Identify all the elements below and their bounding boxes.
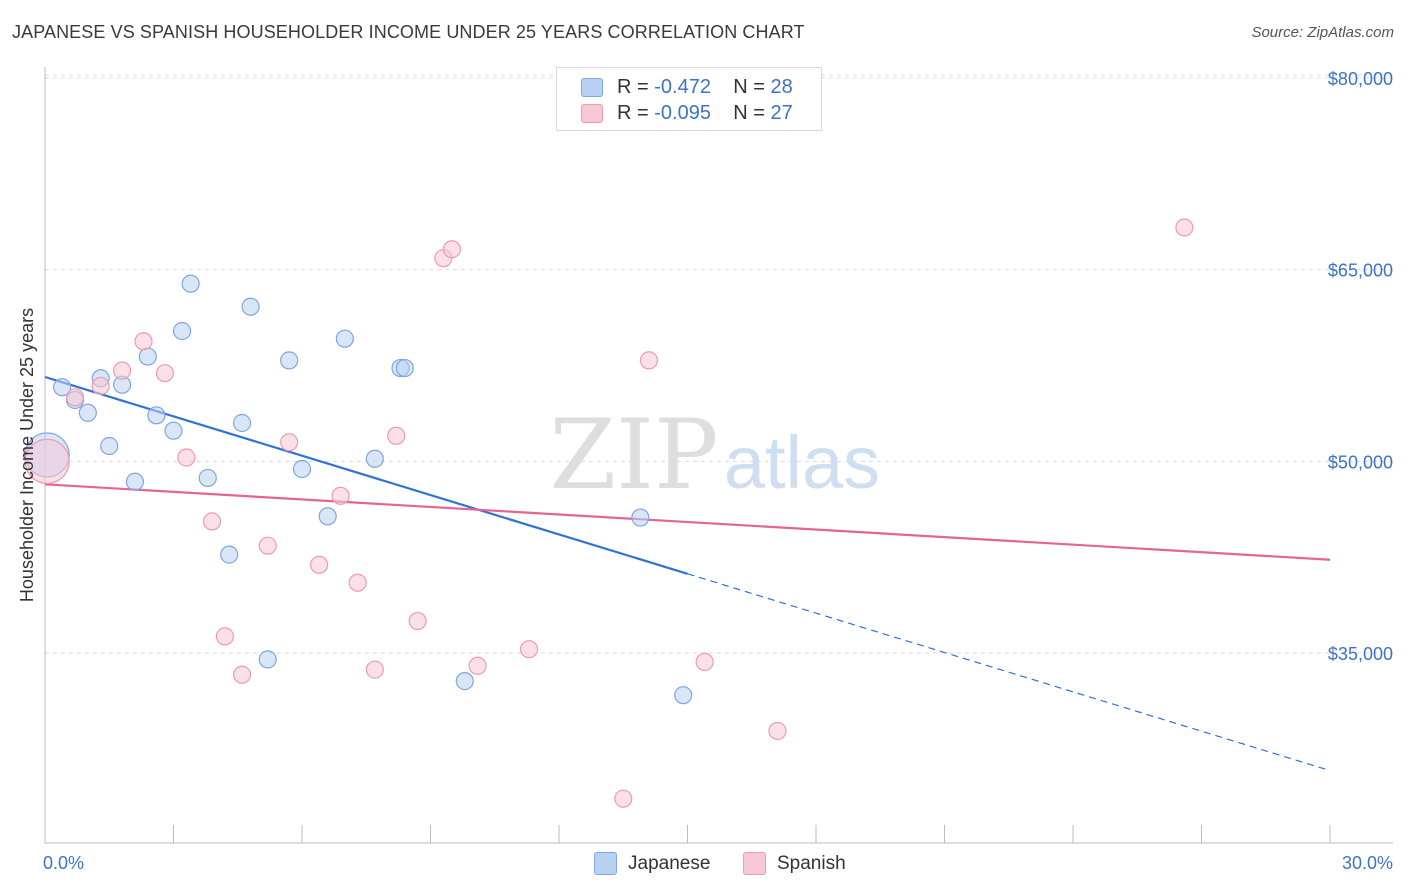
- spanish-point: [348, 573, 367, 592]
- japanese-legend-swatch: [594, 852, 617, 875]
- chart-title: JAPANESE VS SPANISH HOUSEHOLDER INCOME U…: [12, 22, 805, 42]
- japanese-point: [164, 421, 183, 440]
- x-tick-label: 30.0%: [1342, 853, 1393, 873]
- spanish-point: [408, 611, 427, 631]
- watermark-zip: ZIP: [549, 399, 718, 511]
- spanish-legend-swatch: [743, 852, 766, 875]
- japanese-point: [172, 321, 192, 341]
- spanish-point: [65, 388, 85, 407]
- spanish-point: [112, 361, 132, 380]
- spanish-point: [134, 332, 153, 351]
- spanish-point: [614, 789, 633, 808]
- japanese-trend-extension: [687, 573, 1331, 772]
- japanese-point: [365, 449, 384, 468]
- n-label: N =: [733, 101, 765, 124]
- tick-labels: $35,000 $50,000 $65,000 $80,000 0.0% 30.0%: [43, 69, 1393, 873]
- japanese-point: [220, 545, 239, 564]
- japanese-point: [280, 351, 299, 370]
- spanish-point: [202, 512, 222, 531]
- spanish-point: [442, 240, 462, 259]
- y-tick-label: $80,000: [1328, 69, 1393, 89]
- japanese-point: [395, 358, 414, 378]
- series-legend: Japanese Spanish: [0, 852, 1406, 878]
- japanese-point: [674, 686, 693, 705]
- japanese-point: [198, 468, 217, 488]
- source-label: Source: ZipAtlas.com: [1251, 24, 1394, 41]
- japanese-point: [78, 403, 97, 422]
- japanese-point: [138, 347, 157, 366]
- spanish-point: [155, 364, 175, 383]
- r-label: R =: [617, 101, 649, 124]
- japanese-swatch: [581, 77, 603, 97]
- japanese-point: [232, 413, 252, 433]
- spanish-point: [24, 438, 70, 484]
- spanish-point: [468, 656, 487, 675]
- stats-row-spanish: R = -0.095 N = 27: [581, 101, 793, 125]
- n-value: 28: [770, 75, 793, 98]
- spanish-point: [331, 486, 350, 505]
- legend-label-japanese: Japanese: [628, 852, 711, 874]
- japanese-point: [241, 297, 260, 316]
- japanese-point: [147, 406, 166, 425]
- spanish-swatch: [581, 103, 603, 123]
- stats-legend: R = -0.472 N = 28 R = -0.095 N = 27: [556, 67, 822, 131]
- y-tick-label: $65,000: [1328, 261, 1393, 281]
- spanish-point: [695, 652, 714, 672]
- watermark: ZIP atlas: [549, 399, 880, 511]
- r-value: -0.095: [654, 101, 711, 124]
- y-tick-label: $50,000: [1328, 452, 1393, 472]
- y-tick-label: $35,000: [1328, 644, 1393, 664]
- spanish-point: [232, 665, 252, 684]
- x-tick-label: 0.0%: [43, 853, 84, 873]
- spanish-point: [1175, 218, 1194, 237]
- japanese-point: [181, 274, 200, 293]
- japanese-point: [53, 378, 72, 397]
- data-points: [24, 218, 1194, 808]
- legend-item-japanese: Japanese: [594, 852, 710, 875]
- legend-label-spanish: Spanish: [777, 852, 846, 874]
- spanish-point: [91, 376, 110, 396]
- watermark-atlas: atlas: [724, 421, 880, 504]
- axes: [44, 67, 1393, 844]
- y-axis-title: Householder Income Under 25 years: [17, 308, 37, 602]
- japanese-point: [631, 508, 650, 527]
- grid-lines: [45, 74, 1393, 654]
- spanish-point: [310, 555, 329, 574]
- spanish-point: [387, 426, 406, 445]
- japanese-point: [292, 459, 312, 479]
- spanish-point: [258, 536, 277, 555]
- legend-item-spanish: Spanish: [743, 852, 846, 875]
- r-value: -0.472: [654, 75, 711, 98]
- japanese-point: [258, 650, 277, 669]
- n-label: N =: [733, 75, 765, 98]
- spanish-point: [365, 660, 384, 679]
- spanish-point: [280, 433, 299, 452]
- spanish-point: [215, 627, 234, 646]
- r-label: R =: [617, 75, 649, 98]
- spanish-point: [519, 640, 539, 659]
- spanish-trend-line: [44, 483, 1331, 561]
- stats-row-japanese: R = -0.472 N = 28: [581, 75, 793, 99]
- japanese-point: [318, 507, 337, 526]
- n-value: 27: [770, 101, 793, 124]
- japanese-point: [335, 329, 354, 348]
- japanese-point: [455, 672, 474, 691]
- spanish-point: [639, 351, 659, 370]
- japanese-point: [125, 472, 145, 491]
- spanish-point: [177, 448, 196, 467]
- japanese-point: [100, 436, 119, 456]
- spanish-point: [768, 721, 787, 741]
